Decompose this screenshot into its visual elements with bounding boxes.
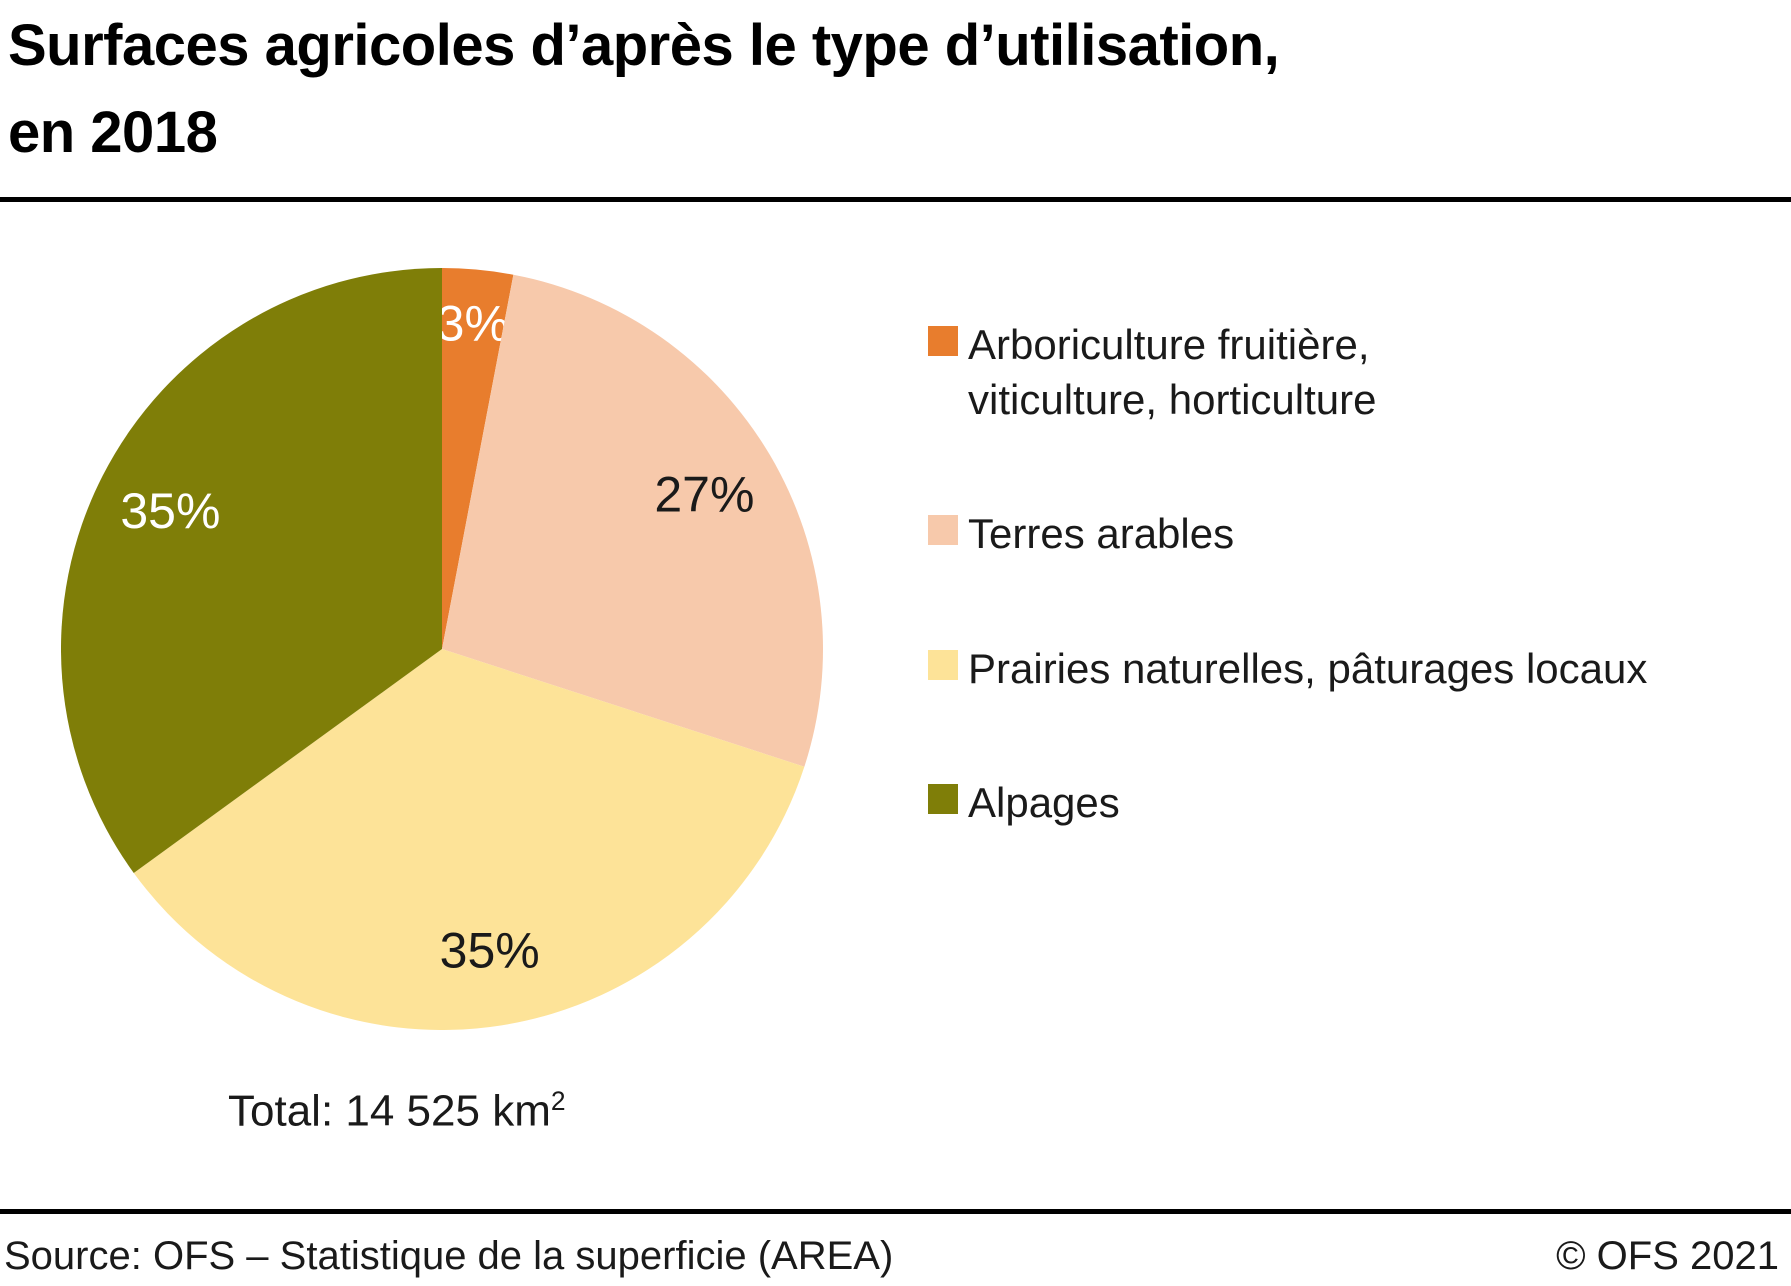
copyright-text: © OFS 2021 — [1556, 1234, 1779, 1278]
legend-item-2: Prairies naturelles, pâturages locaux — [928, 642, 1768, 697]
footer-divider — [0, 1209, 1791, 1214]
total-superscript: 2 — [550, 1086, 566, 1116]
legend-label: Arboriculture fruitière, viticulture, hor… — [968, 321, 1377, 423]
legend-label: Alpages — [968, 779, 1120, 827]
pie-slice-label-2: 35% — [440, 923, 540, 979]
pie-slice-label-3: 35% — [120, 483, 220, 539]
chart-title: Surfaces agricoles d’après le type d’uti… — [8, 2, 1280, 176]
chart-title-line-2: en 2018 — [8, 100, 218, 165]
chart-title-line-1: Surfaces agricoles d’après le type d’uti… — [8, 13, 1280, 78]
legend-item-1: Terres arables — [928, 507, 1768, 562]
title-divider — [0, 197, 1791, 202]
pie-slice-2 — [133, 649, 805, 1030]
pie-slice-3 — [61, 268, 442, 873]
legend-swatch-icon — [928, 784, 958, 815]
legend-swatch-icon — [928, 649, 958, 680]
pie-slice-label-0: 3% — [437, 295, 509, 351]
pie-slice-label-1: 27% — [654, 466, 754, 522]
source-text: Source: OFS – Statistique de la superfic… — [4, 1234, 894, 1278]
legend-swatch-icon — [928, 515, 958, 546]
total-label: Total: 14 525 km2 — [228, 1086, 566, 1137]
legend-swatch-icon — [928, 326, 958, 356]
legend: Arboriculture fruitière, viticulture, hor… — [928, 318, 1768, 831]
legend-label: Prairies naturelles, pâturages locaux — [968, 644, 1648, 692]
total-text: Total: 14 525 km — [228, 1086, 551, 1136]
pie-chart: 3% 27% 35% 35% — [61, 268, 823, 1030]
legend-item-3: Alpages — [928, 776, 1768, 831]
legend-item-0: Arboriculture fruitière, viticulture, hor… — [928, 318, 1768, 427]
pie-slice-0 — [442, 268, 514, 649]
pie-slice-1 — [442, 274, 823, 767]
footer: Source: OFS – Statistique de la superfic… — [0, 1234, 1791, 1279]
legend-label: Terres arables — [968, 510, 1235, 558]
